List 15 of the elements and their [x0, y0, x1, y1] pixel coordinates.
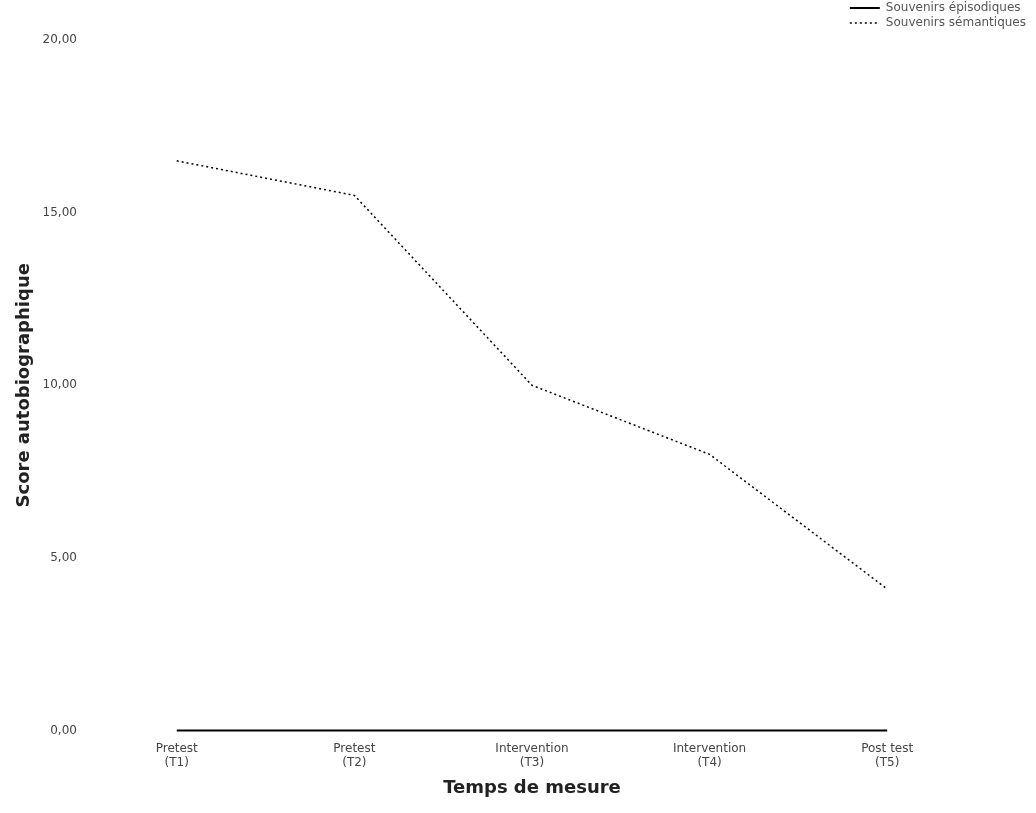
y-tick-label: 10,00	[42, 377, 77, 392]
legend-label: Souvenirs sémantiques	[885, 15, 1026, 30]
x-axis-title: Temps de mesure	[443, 775, 621, 797]
x-tick-label: Pretest (T1)	[155, 740, 199, 770]
x-tick-label: Pretest (T2)	[333, 740, 376, 770]
line-series	[176, 160, 888, 590]
y-tick-label: 0,00	[50, 722, 77, 737]
y-tick-label: 15,00	[42, 204, 77, 219]
y-tick-label: 5,00	[50, 550, 77, 565]
y-axis-title: Score autobiographique	[12, 263, 34, 508]
x-tick-label: Intervention (T4)	[672, 740, 747, 770]
legend-label: Souvenirs épisodiques	[885, 0, 1021, 15]
y-tick-label: 20,00	[42, 32, 77, 47]
x-tick-label: Post test (T5)	[861, 740, 914, 770]
x-tick-label: Intervention (T3)	[495, 740, 569, 770]
